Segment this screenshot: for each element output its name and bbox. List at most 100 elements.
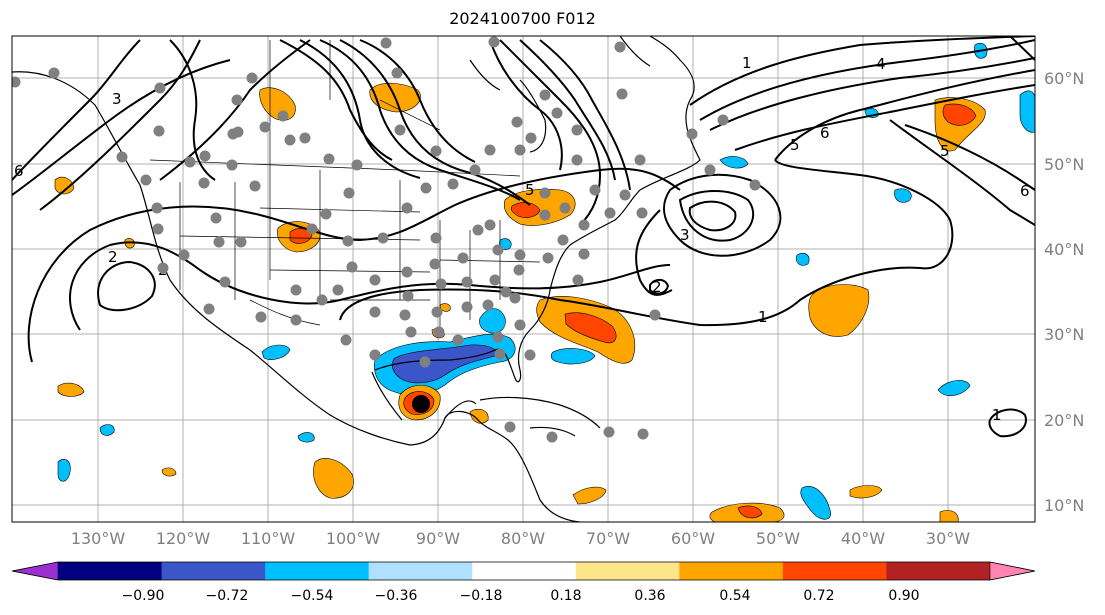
station-dot <box>369 349 381 361</box>
station-dot <box>435 278 447 290</box>
contour-label: 2 <box>108 248 118 266</box>
station-dot <box>342 235 354 247</box>
station-dot <box>461 301 473 313</box>
station-dot <box>492 331 504 343</box>
contour-label: 1 <box>992 406 1002 424</box>
station-dot <box>472 224 484 236</box>
longitude-label: 110°W <box>241 529 296 548</box>
station-dot <box>513 264 525 276</box>
colorbar-segment <box>368 562 473 580</box>
station-dot <box>619 189 631 201</box>
station-dot <box>157 262 169 274</box>
station-dot <box>447 178 459 190</box>
station-dot <box>457 252 469 264</box>
colorbar-tick-label: 0.36 <box>634 588 665 604</box>
station-dot <box>634 154 646 166</box>
station-dot <box>140 174 152 186</box>
station-dot <box>401 202 413 214</box>
station-dot <box>686 128 698 140</box>
station-dot <box>332 284 344 296</box>
station-dot <box>704 164 716 176</box>
colorbar-tick-labels: −0.90 −0.72 −0.54 −0.36 −0.18 0.18 0.36 … <box>122 588 920 604</box>
colorbar-extend-low <box>11 561 59 581</box>
coastlines <box>12 36 701 522</box>
station-dot <box>614 41 626 53</box>
station-dot <box>514 319 526 331</box>
colorbar-tick-label: 0.90 <box>888 588 919 604</box>
contour-label: 5 <box>940 142 950 160</box>
colorbar-tick-label: −0.54 <box>291 588 334 604</box>
station-dot <box>154 82 166 94</box>
longitude-label: 90°W <box>416 529 460 548</box>
longitude-label: 130°W <box>71 529 126 548</box>
colorbar-segment <box>472 562 577 580</box>
contour-label: 1 <box>742 54 752 72</box>
station-dot <box>578 248 590 260</box>
colorbar-segment <box>58 562 163 580</box>
longitude-label: 80°W <box>501 529 545 548</box>
station-dot <box>346 261 358 273</box>
colorbar-segment <box>575 562 680 580</box>
colorbar-segment <box>265 562 370 580</box>
station-dot <box>198 177 210 189</box>
station-dot <box>380 37 392 49</box>
station-dot <box>749 179 761 191</box>
latitude-label: 30°N <box>1044 325 1084 344</box>
station-dot <box>452 334 464 346</box>
station-dot <box>603 426 615 438</box>
station-dot <box>469 164 481 176</box>
station-dot <box>232 126 244 138</box>
station-dot <box>509 292 521 304</box>
station-dot <box>213 236 225 248</box>
station-dot <box>514 249 526 261</box>
contour-label: 2 <box>652 278 662 296</box>
station-dot <box>401 266 413 278</box>
station-dot <box>571 124 583 136</box>
map-border <box>11 35 1036 523</box>
station-dot <box>557 234 569 246</box>
station-dot <box>511 116 523 128</box>
colorbar-tick-label: −0.18 <box>460 588 503 604</box>
station-dot <box>12 76 21 88</box>
station-dot <box>116 151 128 163</box>
station-dot <box>369 274 381 286</box>
station-dot <box>430 145 442 157</box>
contour-label: 3 <box>680 226 690 244</box>
longitude-label: 40°W <box>841 529 885 548</box>
station-markers <box>12 36 761 443</box>
station-dot <box>539 89 551 101</box>
station-dot <box>636 207 648 219</box>
colorbar-outline <box>11 561 1036 581</box>
station-dot <box>429 258 441 270</box>
station-dot <box>578 219 590 231</box>
station-dot <box>343 187 355 199</box>
latitude-label: 20°N <box>1044 411 1084 430</box>
latitude-label: 60°N <box>1044 69 1084 88</box>
contour-label-group: 1 2 2 2 3 3 4 5 5 5 6 6 6 1 1 <box>14 54 1030 424</box>
station-dot <box>539 209 551 221</box>
station-dot <box>48 67 60 79</box>
longitude-label: 60°W <box>671 529 715 548</box>
station-dot <box>284 134 296 146</box>
contour-label: 5 <box>790 136 800 154</box>
station-dot <box>316 294 328 306</box>
station-dot <box>199 150 211 162</box>
station-dot <box>525 132 537 144</box>
longitude-label: 30°W <box>926 529 970 548</box>
longitude-label: 70°W <box>586 529 630 548</box>
storm-center-marker <box>412 395 430 413</box>
station-dot <box>203 303 215 315</box>
contour-label: 1 <box>758 308 768 326</box>
contour-label: 6 <box>14 162 24 180</box>
station-dot <box>306 223 318 235</box>
latitude-label: 10°N <box>1044 496 1084 515</box>
station-dot <box>151 202 163 214</box>
colorbar-segment <box>886 562 991 580</box>
station-dot <box>542 252 554 264</box>
colorbar-tick-label: 0.18 <box>550 588 581 604</box>
latitude-label: 50°N <box>1044 155 1084 174</box>
station-dot <box>539 187 551 199</box>
station-dot <box>402 290 414 302</box>
station-dot <box>277 110 289 122</box>
